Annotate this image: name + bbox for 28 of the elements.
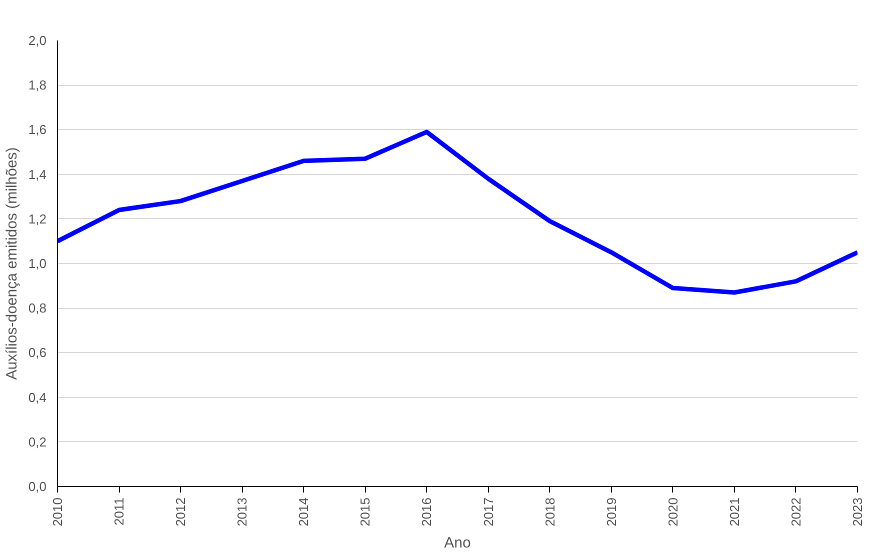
x-tick-label: 2018 [542, 498, 558, 526]
y-tick-label: 1,2 [28, 211, 47, 226]
y-tick-label: 1,6 [28, 122, 47, 138]
y-tick-label: 0,6 [28, 345, 47, 360]
y-tick-label: 1,0 [28, 256, 47, 271]
x-tick-label: 2016 [419, 498, 434, 526]
x-tick-label: 2017 [480, 498, 496, 526]
x-tick-label: 2022 [788, 498, 804, 526]
x-tick-label: 2011 [112, 497, 127, 526]
x-tick-label: 2010 [50, 498, 65, 526]
line-series [58, 130, 858, 295]
y-tick-label: 0,8 [28, 300, 47, 316]
y-tick-label: 0,2 [28, 434, 47, 450]
x-tick-label: 2015 [358, 498, 373, 526]
y-tick-label: 0,4 [28, 390, 47, 405]
x-tick-label: 2014 [296, 498, 312, 526]
y-tick-label: 0,0 [28, 479, 47, 494]
x-axis-title: Ano [444, 534, 471, 552]
y-tick-label: 1,4 [28, 166, 47, 182]
x-tick-label: 2023 [850, 498, 865, 526]
y-tick-label: 2,0 [28, 33, 47, 48]
x-tick-label: 2012 [173, 498, 188, 526]
x-tick-label: 2019 [604, 498, 619, 526]
x-tick-label: 2013 [234, 498, 250, 526]
x-tick-label: 2020 [665, 498, 680, 526]
y-axis-title: Auxílios-doença emitidos (milhões) [3, 147, 20, 380]
y-tick-label: 1,8 [28, 78, 47, 93]
x-tick-label: 2021 [726, 498, 742, 526]
